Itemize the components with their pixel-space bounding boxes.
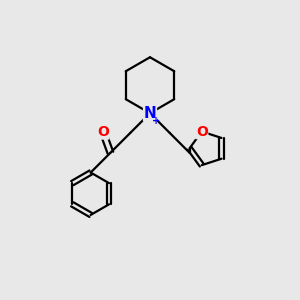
Text: +: + xyxy=(152,116,160,126)
Text: O: O xyxy=(97,125,109,139)
Text: O: O xyxy=(196,124,208,139)
Text: N: N xyxy=(144,106,156,121)
